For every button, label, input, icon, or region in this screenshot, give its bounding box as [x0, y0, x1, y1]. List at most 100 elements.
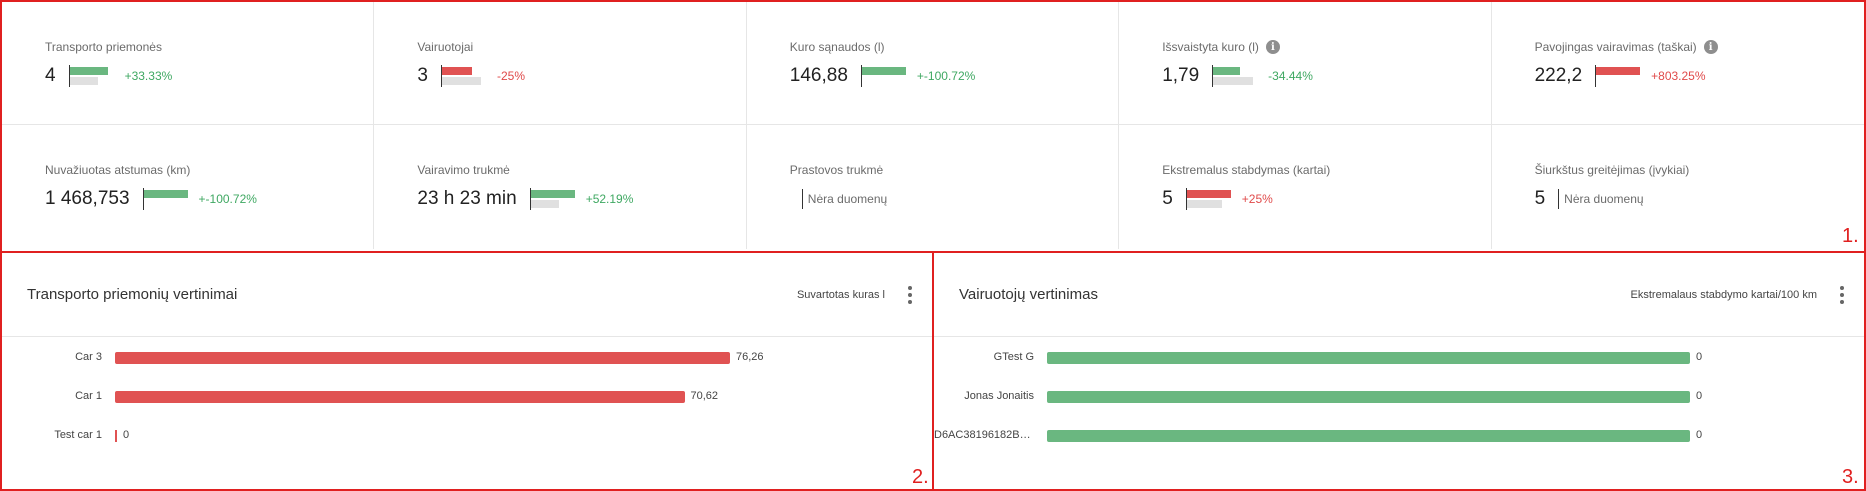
- bar-value: 70,62: [690, 390, 719, 402]
- panel-header: Vairuotojų vertinimas Ekstremalaus stabd…: [934, 253, 1864, 337]
- kpi-change: +803.25%: [1651, 69, 1706, 83]
- bar-value: 0: [1696, 429, 1703, 441]
- kpi-title: Pavojingas vairavimas (taškai) i: [1535, 39, 1864, 55]
- more-options-icon[interactable]: [1832, 285, 1852, 304]
- kpi-value: 1 468,753: [45, 188, 130, 209]
- bar[interactable]: [1047, 391, 1690, 403]
- kpi-title-text: Vairuotojai: [417, 40, 474, 54]
- previous-period-bar: [1213, 77, 1253, 85]
- kpi-title-text: Pavojingas vairavimas (taškai): [1534, 40, 1697, 54]
- kpi-title: Ekstremalus stabdymas (kartai): [1162, 162, 1490, 178]
- kpi-card: Šiurkštus greitėjimas (įvykiai) 5 Nėra duo…: [1492, 125, 1864, 249]
- kpi-value: 222,2: [1534, 65, 1583, 86]
- kpi-change: -25%: [496, 69, 525, 83]
- bar[interactable]: [1047, 352, 1690, 364]
- current-period-bar: [530, 190, 575, 198]
- kpi-title-text: Transporto priemonės: [45, 40, 162, 54]
- comparison-mini-chart: [529, 188, 578, 210]
- bar-value: 76,26: [736, 351, 764, 363]
- kpi-card: Pavojingas vairavimas (taškai) i 222,2 +803…: [1491, 2, 1864, 125]
- previous-period-bar: [441, 77, 482, 85]
- kpi-title-text: Vairavimo trukmė: [417, 163, 510, 177]
- bar-value: 0: [1696, 351, 1703, 363]
- annotation-box-3: [932, 251, 1866, 491]
- kpi-card: Transporto priemonės 4 +33.33%: [2, 2, 375, 125]
- current-period-bar: [861, 67, 907, 75]
- panel-metric-selector[interactable]: Ekstremalaus stabdymo kartai/100 km: [1630, 288, 1817, 301]
- kpi-card: Kuro sąnaudos (l) 146,88 +-100.72%: [746, 2, 1120, 125]
- bar-label[interactable]: GTest G: [993, 351, 1034, 363]
- kpi-value: 23 h 23 min: [417, 188, 517, 209]
- comparison-mini-chart: [1595, 65, 1643, 87]
- bar[interactable]: [115, 352, 730, 364]
- panel-metric-selector[interactable]: Suvartotas kuras l: [796, 288, 885, 301]
- comparison-mini-chart: [1212, 65, 1260, 87]
- kpi-value-row: 222,2 +803.25%: [1535, 63, 1864, 89]
- kpi-grid: Transporto priemonės 4 +33.33% Vairuotojai 3…: [2, 2, 1864, 251]
- kpi-value-row: 146,88 +-100.72%: [790, 63, 1118, 89]
- kpi-value-row: 23 h 23 min +52.19%: [417, 186, 745, 212]
- bar[interactable]: [115, 430, 117, 442]
- bar-label[interactable]: Test car 1: [54, 429, 102, 441]
- info-icon[interactable]: i: [1265, 40, 1280, 54]
- kpi-value-row: 3 -25%: [417, 63, 745, 89]
- bar-label[interactable]: D6AC38196182BC...: [934, 429, 1034, 441]
- bar-label[interactable]: Car 1: [75, 390, 102, 402]
- kpi-value: 1,79: [1162, 65, 1200, 86]
- kpi-value: 5: [1534, 188, 1546, 209]
- previous-period-bar: [69, 77, 99, 85]
- bar[interactable]: [1047, 430, 1690, 442]
- no-data-label: Nėra duomenų: [801, 189, 887, 209]
- annotation-label-2: 2.: [912, 466, 929, 488]
- kpi-title: Vairuotojai: [417, 39, 745, 55]
- current-period-bar: [441, 67, 472, 75]
- kpi-value-row: 1,79 -34.44%: [1162, 63, 1490, 89]
- bar-value: 0: [1696, 390, 1703, 402]
- comparison-mini-chart: [1185, 188, 1234, 210]
- comparison-mini-chart: [440, 65, 489, 87]
- kpi-value-row: 4 +33.33%: [45, 63, 373, 89]
- kpi-title: Transporto priemonės: [45, 39, 373, 55]
- kpi-title: Prastovos trukmė: [790, 162, 1118, 178]
- bar-label[interactable]: Jonas Jonaitis: [964, 390, 1034, 402]
- kpi-card: Vairavimo trukmė 23 h 23 min +52.19%: [374, 125, 747, 249]
- current-period-bar: [1213, 67, 1241, 75]
- annotation-label-3: 3.: [1842, 466, 1859, 488]
- bar-label[interactable]: Car 3: [75, 351, 102, 363]
- kpi-value: 146,88: [789, 65, 848, 86]
- kpi-title-text: Ekstremalus stabdymas (kartai): [1162, 163, 1331, 177]
- bar[interactable]: [115, 391, 685, 403]
- previous-period-bar: [1186, 200, 1223, 208]
- kpi-change: +-100.72%: [916, 69, 976, 83]
- kpi-title: Šiurkštus greitėjimas (įvykiai): [1535, 162, 1864, 178]
- current-period-bar: [69, 67, 108, 75]
- current-period-bar: [1186, 190, 1231, 198]
- kpi-card: Prastovos trukmė Nėra duomenų: [747, 125, 1120, 249]
- comparison-mini-chart: [68, 65, 117, 87]
- kpi-title-text: Prastovos trukmė: [789, 163, 884, 177]
- info-icon[interactable]: i: [1703, 40, 1718, 54]
- kpi-value-row: 5 +25%: [1162, 186, 1490, 212]
- kpi-value: 3: [417, 65, 428, 86]
- comparison-mini-chart: [860, 65, 909, 87]
- kpi-title: Išsvaistyta kuro (l) i: [1162, 39, 1490, 55]
- kpi-title: Nuvažiuotas atstumas (km): [45, 162, 373, 178]
- panel-title: Vairuotojų vertinimas: [959, 286, 1098, 303]
- panel-header: Transporto priemonių vertinimai Suvartot…: [2, 253, 932, 337]
- kpi-change: +52.19%: [585, 192, 634, 206]
- bar-value: 0: [123, 429, 130, 441]
- kpi-card: Išsvaistyta kuro (l) i 1,79 -34.44%: [1119, 2, 1492, 125]
- previous-period-bar: [530, 200, 560, 208]
- kpi-change: +33.33%: [124, 69, 173, 83]
- kpi-value-row: 1 468,753 +-100.72%: [45, 186, 373, 212]
- current-period-bar: [1596, 67, 1641, 75]
- more-options-icon[interactable]: [900, 285, 920, 304]
- kpi-title-text: Kuro sąnaudos (l): [789, 40, 885, 54]
- kpi-title-text: Nuvažiuotas atstumas (km): [45, 163, 191, 177]
- no-data-label: Nėra duomenų: [1558, 189, 1644, 209]
- kpi-card: Nuvažiuotas atstumas (km) 1 468,753 +-100.…: [2, 125, 375, 249]
- kpi-value: 5: [1162, 188, 1173, 209]
- kpi-change: -34.44%: [1268, 69, 1313, 83]
- comparison-mini-chart: [142, 188, 191, 210]
- kpi-value-row: 5 Nėra duomenų: [1535, 186, 1864, 212]
